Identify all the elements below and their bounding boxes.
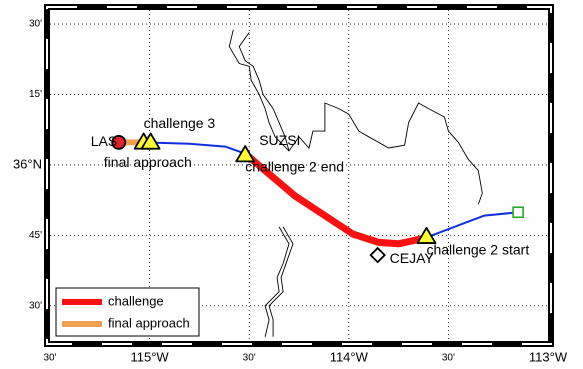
route-2 — [242, 151, 426, 248]
annotation-1: final approach — [104, 154, 192, 170]
coastline-segment-1 — [238, 32, 290, 152]
marker-cejay — [369, 246, 386, 264]
waypoint-markers — [111, 132, 524, 264]
legend-label-0: challenge — [108, 293, 164, 308]
y-tick-label-2: 36°N — [13, 156, 42, 171]
marker-2 — [140, 132, 161, 150]
marker-4 — [416, 226, 437, 244]
route-3 — [424, 211, 519, 240]
y-tick-label-0: 30' — [29, 300, 42, 311]
coastline-segment-0 — [228, 29, 483, 205]
route-1 — [143, 141, 246, 155]
coastline-segment-3 — [268, 226, 294, 337]
x-tick-label-5: 113°W — [529, 349, 568, 364]
y-tick-label-4: 30' — [29, 19, 42, 30]
coastline-segment-2 — [264, 226, 290, 337]
x-tick-label-0: 30' — [43, 353, 56, 364]
grid-lines — [50, 10, 548, 341]
marker-label-cejay: CEJAY — [390, 250, 435, 266]
annotation-3: challenge 2 start — [426, 242, 529, 258]
marker-suzsi — [235, 145, 256, 163]
frame-inner-ticks — [46, 6, 552, 345]
coastline — [228, 29, 483, 337]
tick-labels: 30' 115°W 30' 114°W 30' 113°W 30' 45' 36°N 15' 30' — [13, 19, 568, 365]
x-tick-label-1: 115°W — [130, 349, 169, 364]
x-tick-label-3: 114°W — [330, 349, 369, 364]
annotation-2: challenge 2 end — [245, 158, 344, 174]
legend: challenge final approach — [55, 287, 200, 337]
legend-box — [55, 287, 200, 337]
map-frame — [44, 4, 554, 347]
x-tick-label-2: 30' — [243, 353, 256, 364]
annotation-0: challenge 3 — [144, 115, 216, 131]
map-labels: LAS SUZSI CEJAY challenge 3 final approach ch… — [91, 115, 530, 266]
y-tick-label-1: 45' — [29, 230, 42, 241]
marker-las — [111, 134, 127, 150]
marker-label-suzsi: SUZSI — [259, 132, 300, 148]
legend-label-1: final approach — [108, 315, 190, 330]
y-tick-label-3: 15' — [29, 89, 42, 100]
marker-label-las: LAS — [91, 133, 117, 149]
x-tick-label-4: 30' — [442, 353, 455, 364]
marker-6 — [512, 206, 524, 219]
